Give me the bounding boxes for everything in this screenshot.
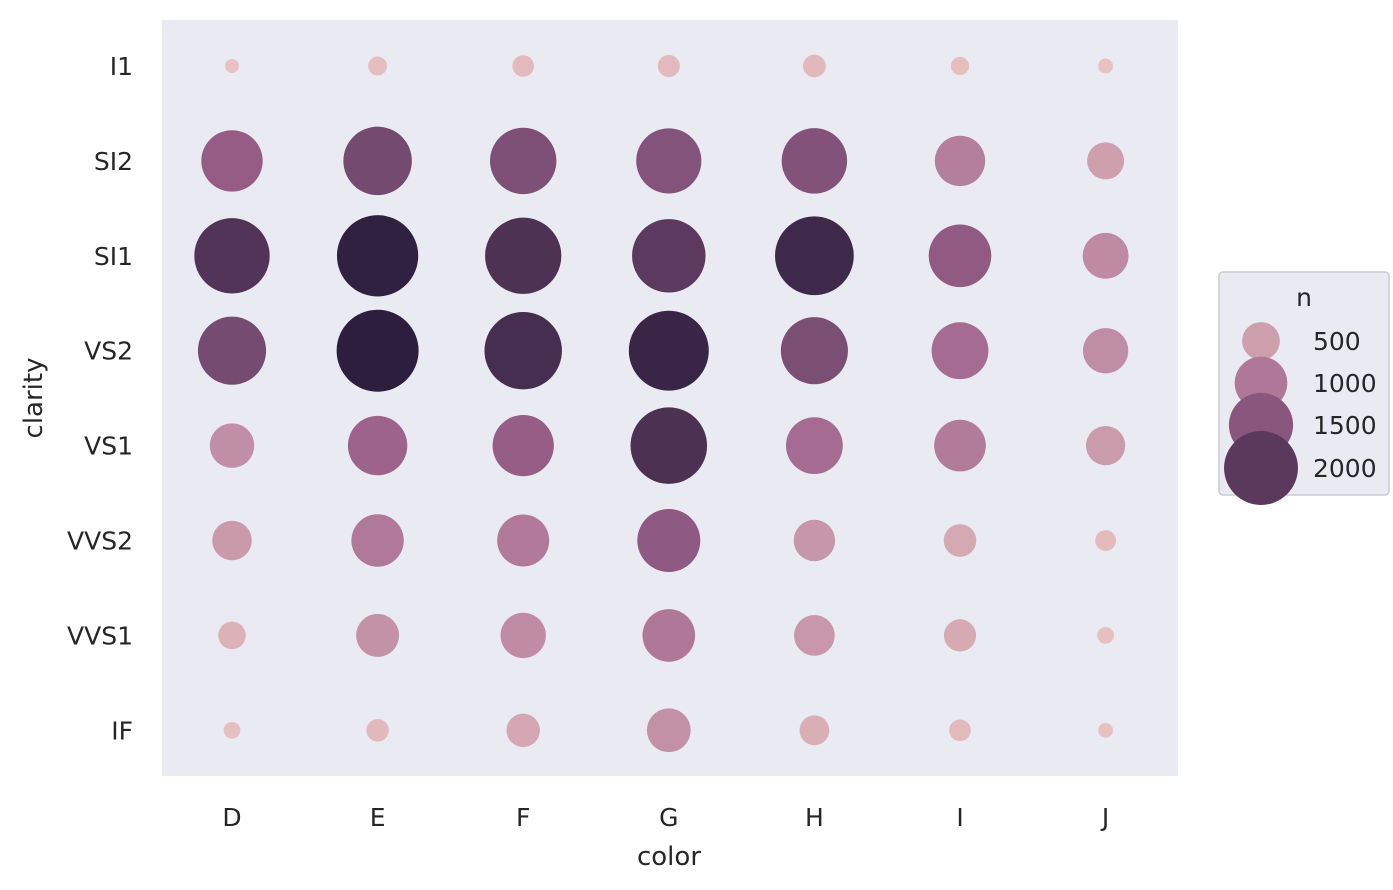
data-point-G-VVS1	[642, 609, 696, 662]
legend-label: 1000	[1313, 369, 1377, 398]
data-point-H-SI1	[775, 216, 854, 296]
y-tick-label: SI1	[94, 242, 133, 271]
data-point-D-I1	[225, 59, 239, 73]
data-point-J-VVS1	[1097, 627, 1114, 644]
data-point-D-VS2	[197, 316, 267, 385]
y-tick-label: VVS2	[67, 527, 133, 556]
data-point-I-SI1	[928, 224, 992, 288]
data-point-H-VVS1	[794, 615, 835, 656]
legend-items: 500 1000 1500 2000	[1224, 322, 1377, 505]
data-point-D-VVS2	[212, 520, 252, 561]
data-point-G-VS2	[628, 310, 709, 391]
data-point-H-VS2	[780, 317, 848, 385]
data-point-F-VVS2	[497, 514, 550, 567]
legend-label: 500	[1313, 327, 1361, 356]
data-point-J-I1	[1098, 58, 1113, 74]
x-tick-label: I	[956, 803, 963, 832]
x-tick-label: J	[1100, 803, 1109, 832]
y-tick-label: SI2	[94, 147, 133, 176]
data-point-D-SI2	[201, 130, 263, 192]
data-point-F-IF	[506, 713, 540, 748]
x-tick-label: E	[370, 803, 386, 832]
data-point-I-VVS1	[943, 619, 977, 652]
data-point-F-VVS1	[500, 612, 546, 659]
data-point-J-VS1	[1085, 425, 1126, 466]
data-point-H-I1	[803, 54, 826, 78]
y-tick-label: VS2	[84, 337, 133, 366]
y-tick-label: VVS1	[67, 621, 133, 650]
data-point-E-IF	[366, 719, 389, 742]
x-axis-label: color	[637, 842, 701, 872]
data-point-F-VS1	[492, 414, 554, 477]
data-point-H-IF	[799, 715, 830, 746]
data-point-G-SI2	[636, 128, 702, 194]
y-tick-label: IF	[111, 716, 133, 745]
data-point-G-VVS2	[637, 509, 701, 572]
data-point-F-I1	[512, 55, 535, 77]
data-point-G-I1	[657, 54, 680, 78]
data-point-J-IF	[1098, 722, 1114, 738]
y-tick-label: VS1	[84, 432, 133, 461]
data-point-G-VS1	[630, 407, 708, 484]
data-points	[194, 54, 1129, 753]
data-point-E-VVS2	[351, 514, 404, 567]
data-point-G-IF	[646, 708, 691, 753]
legend-label: 1500	[1313, 411, 1377, 440]
data-point-E-VS1	[347, 415, 408, 476]
data-point-I-VS2	[931, 322, 989, 380]
x-tick-label: H	[805, 803, 824, 832]
x-tick-label: D	[222, 803, 241, 832]
legend: n 500 1000 1500 2000	[1218, 271, 1390, 505]
x-tick-labels: D E F G H I J	[222, 803, 1109, 832]
y-tick-labels: I1 SI2 SI1 VS2 VS1 VVS2 VVS1 IF	[67, 52, 133, 745]
legend-marker	[1224, 431, 1298, 505]
data-point-E-VVS1	[356, 613, 400, 657]
x-tick-label: F	[516, 803, 530, 832]
data-point-I-SI2	[934, 135, 986, 187]
data-point-D-VVS1	[218, 621, 246, 650]
data-point-D-IF	[223, 721, 241, 739]
data-point-J-SI1	[1082, 232, 1129, 279]
data-point-I-I1	[950, 56, 970, 76]
data-point-F-VS2	[484, 311, 562, 390]
data-point-D-VS1	[209, 423, 255, 468]
y-axis-label: clarity	[19, 358, 49, 439]
data-point-H-VS1	[786, 417, 843, 474]
data-point-E-SI1	[336, 215, 419, 297]
y-tick-label: I1	[110, 52, 133, 81]
data-point-F-SI1	[485, 217, 562, 294]
data-point-E-I1	[368, 56, 388, 76]
data-point-I-VVS2	[943, 524, 977, 557]
data-point-H-VVS2	[793, 519, 836, 562]
data-point-J-VS2	[1082, 328, 1129, 374]
legend-label: 2000	[1313, 454, 1377, 483]
data-point-E-VS2	[336, 309, 419, 392]
data-point-J-VVS2	[1095, 530, 1117, 551]
legend-marker	[1242, 322, 1280, 360]
data-point-G-SI1	[632, 219, 706, 293]
data-point-I-IF	[949, 719, 971, 742]
data-point-I-VS1	[934, 419, 986, 472]
legend-title: n	[1296, 283, 1312, 312]
x-tick-label: G	[659, 803, 678, 832]
data-point-J-SI2	[1087, 142, 1125, 180]
data-point-F-SI2	[490, 127, 557, 195]
data-point-E-SI2	[343, 126, 412, 196]
data-point-H-SI2	[781, 128, 848, 194]
data-point-D-SI1	[194, 218, 270, 294]
